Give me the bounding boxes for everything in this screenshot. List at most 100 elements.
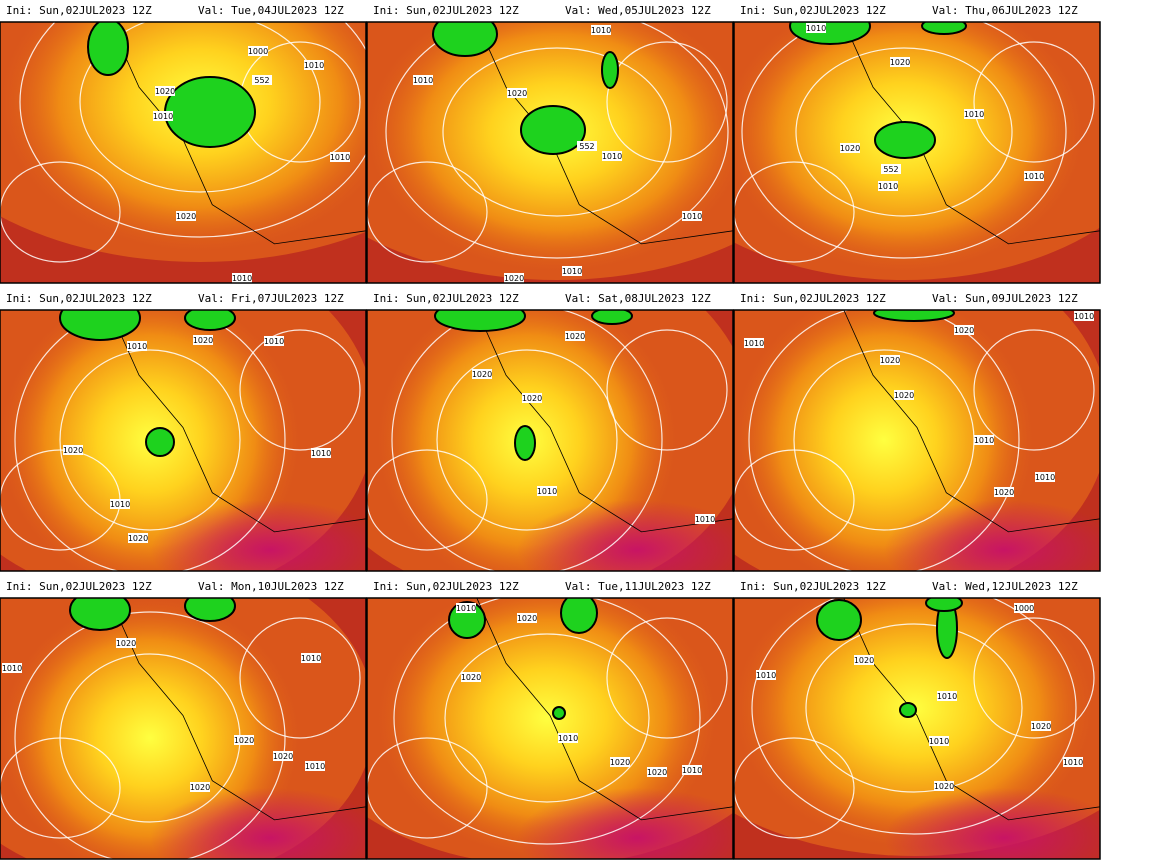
contour-label: 1020 (517, 614, 537, 623)
low-geopotential-area (520, 105, 586, 155)
panel-frame (733, 597, 1101, 860)
contour-label: 1020 (190, 783, 210, 792)
contour-label-box (695, 514, 715, 524)
panel-frame (0, 597, 367, 860)
coastline (109, 22, 366, 245)
low-geopotential-area (432, 22, 498, 57)
contour-label-box (301, 653, 321, 663)
contour-label: 552 (254, 76, 269, 85)
isobar (367, 737, 488, 839)
contour-label: 1010 (1074, 312, 1094, 321)
contour-label: 1020 (854, 656, 874, 665)
contour-label: 1010 (756, 671, 776, 680)
map-field: 1010 1020 1010 1020 552 1010 1010 (734, 22, 1100, 283)
coastline (109, 310, 366, 533)
map-field: 1000 552 1020 1010 1010 1010 1020 1010 (0, 22, 366, 283)
panel-frame (733, 21, 1101, 284)
contour-label: 1010 (311, 449, 331, 458)
contour-label-box (929, 736, 949, 746)
contour-label-box (304, 60, 324, 70)
contour-label: 1020 (1031, 722, 1051, 731)
contour-label: 1010 (591, 26, 611, 35)
contour-label-box (565, 331, 585, 341)
contour-label-box (252, 75, 272, 85)
panel-frame (366, 597, 734, 860)
contour-label: 1010 (1035, 473, 1055, 482)
contour-label-box (128, 533, 148, 543)
contour-label: 1020 (234, 736, 254, 745)
contour-label: 1010 (153, 112, 173, 121)
contour-label-box (558, 733, 578, 743)
hot-region (150, 500, 366, 571)
contour-label-box (155, 86, 175, 96)
contour-label: 1020 (63, 446, 83, 455)
low-geopotential-area (874, 121, 936, 159)
map-panel: 1010 1010 1020 552 1010 1010 1020 1010 (366, 21, 734, 284)
contour-label: 1010 (301, 654, 321, 663)
contour-label: 1020 (890, 58, 910, 67)
contour-label-box (1024, 171, 1044, 181)
contour-label-box (937, 691, 957, 701)
coastline (843, 22, 1100, 245)
contour-label-box (954, 325, 974, 335)
contour-label: 1010 (964, 110, 984, 119)
contour-label: 1020 (647, 768, 667, 777)
contour-label: 1010 (264, 337, 284, 346)
contour-label-box (881, 164, 901, 174)
contour-label-box (504, 273, 524, 283)
contour-label: 1020 (128, 534, 148, 543)
low-geopotential-area (873, 310, 955, 322)
map-field: 1020 1020 1020 1010 1010 (367, 310, 733, 571)
contour-label-box (193, 335, 213, 345)
contour-label-box (994, 487, 1014, 497)
low-geopotential-area (69, 598, 131, 631)
coastline (843, 598, 1100, 821)
isobar (606, 41, 728, 163)
isobar (795, 47, 1013, 217)
hot-region (517, 788, 733, 859)
contour-label-box (1014, 603, 1034, 613)
hot-region (884, 500, 1100, 571)
valid-time: Val: Sat,08JUL2023 12Z (565, 292, 711, 305)
contour-label: 1010 (1063, 758, 1083, 767)
contour-label: 1010 (602, 152, 622, 161)
isobar (59, 349, 241, 531)
contour-label: 1010 (974, 436, 994, 445)
map-panel: 1010 1020 1010 1020 1010 1010 1020 (0, 309, 367, 572)
contour-label-box (602, 151, 622, 161)
contour-label: 1000 (248, 47, 268, 56)
contour-label: 1020 (894, 391, 914, 400)
isobar (393, 598, 701, 845)
init-time: Ini: Sun,02JUL2023 12Z (6, 580, 152, 593)
contour-label: 1010 (413, 76, 433, 85)
isobar (442, 47, 672, 217)
contour-label-box (273, 751, 293, 761)
contour-label-box (517, 613, 537, 623)
contour-label: 1010 (537, 487, 557, 496)
contour-label: 1020 (176, 212, 196, 221)
contour-label: 1010 (1024, 172, 1044, 181)
map-field: 1010 1020 1010 1020 1010 1010 1020 (0, 310, 366, 571)
contour-label-box (682, 765, 702, 775)
contour-label-box (2, 663, 22, 673)
coastline (109, 598, 366, 821)
map-field: 1010 1020 1020 1010 1020 1020 1010 (367, 598, 733, 859)
isobar (973, 617, 1095, 739)
contour-label-box (744, 338, 764, 348)
contour-label-box (840, 143, 860, 153)
low-geopotential-area (514, 425, 536, 461)
low-geopotential-area (560, 598, 598, 634)
contour-label-box (330, 152, 350, 162)
isobar (748, 310, 1020, 571)
contour-label: 1010 (695, 515, 715, 524)
valid-time: Val: Fri,07JUL2023 12Z (198, 292, 344, 305)
valid-time: Val: Wed,05JUL2023 12Z (565, 4, 711, 17)
contour-label: 1010 (304, 61, 324, 70)
low-geopotential-area (184, 598, 236, 622)
contour-label: 1020 (116, 639, 136, 648)
map-field: 1000 1020 1010 1010 1010 1020 1020 1010 (734, 598, 1100, 859)
contour-label: 1020 (504, 274, 524, 283)
init-time: Ini: Sun,02JUL2023 12Z (6, 292, 152, 305)
low-geopotential-area (936, 598, 958, 659)
isobar (14, 310, 286, 571)
